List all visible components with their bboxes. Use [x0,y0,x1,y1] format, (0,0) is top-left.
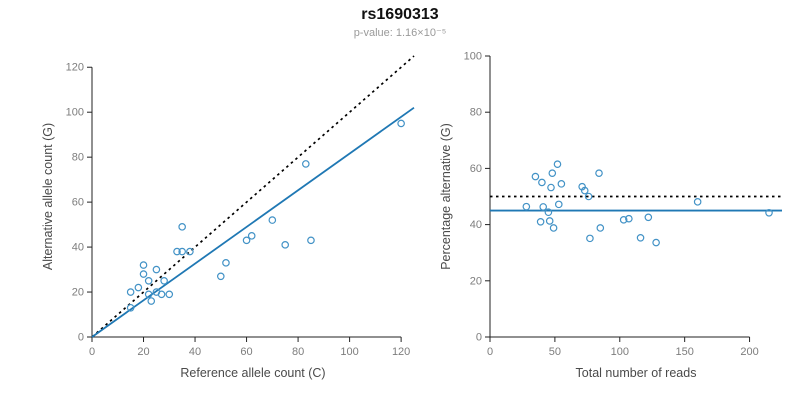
svg-text:60: 60 [240,346,252,358]
svg-text:100: 100 [66,107,84,119]
svg-text:40: 40 [189,346,201,358]
svg-text:100: 100 [464,51,482,63]
svg-text:20: 20 [72,287,84,299]
panel-alt-vs-ref: 0 20 40 60 80 100 120 0 20 40 60 80 100 120 Reference … [38,44,428,389]
chart-panels: 0 20 40 60 80 100 120 0 20 40 60 80 100 120 Reference … [38,44,796,389]
svg-text:20: 20 [137,346,149,358]
scatter-plot-alt-vs-ref: 0 20 40 60 80 100 120 0 20 40 60 80 100 120 Reference … [41,55,415,380]
svg-text:60: 60 [72,197,84,209]
svg-text:80: 80 [470,107,482,119]
figure-title: rs1690313 [361,6,439,23]
svg-text:60: 60 [470,163,482,175]
svg-text:Total number of reads: Total number of reads [576,366,697,380]
figure-subtitle: p-value: 1.16×10⁻⁵ [353,27,447,40]
svg-text:Reference allele count (C): Reference allele count (C) [180,366,325,380]
svg-text:40: 40 [470,219,482,231]
svg-text:0: 0 [89,346,95,358]
svg-text:200: 200 [740,346,758,358]
svg-text:120: 120 [392,346,410,358]
svg-text:80: 80 [72,152,84,164]
svg-text:0: 0 [78,332,84,344]
svg-text:40: 40 [72,242,84,254]
panel-pct-vs-reads: 0 50 100 150 200 0 20 40 60 80 100 Total number of … [436,44,796,389]
svg-text:100: 100 [340,346,358,358]
svg-text:50: 50 [549,346,561,358]
figure-header: rs1690313 p-value: 1.16×10⁻⁵ [0,6,800,39]
scatter-plot-pct-vs-reads: 0 50 100 150 200 0 20 40 60 80 100 Total number of … [439,51,782,380]
svg-text:0: 0 [487,346,493,358]
svg-text:20: 20 [470,275,482,287]
svg-text:0: 0 [476,332,482,344]
svg-text:150: 150 [675,346,693,358]
svg-text:120: 120 [66,62,84,74]
svg-text:Percentage alternative (G): Percentage alternative (G) [439,123,453,270]
svg-text:100: 100 [611,346,629,358]
svg-text:Alternative allele count (G): Alternative allele count (G) [41,123,55,270]
svg-text:80: 80 [292,346,304,358]
